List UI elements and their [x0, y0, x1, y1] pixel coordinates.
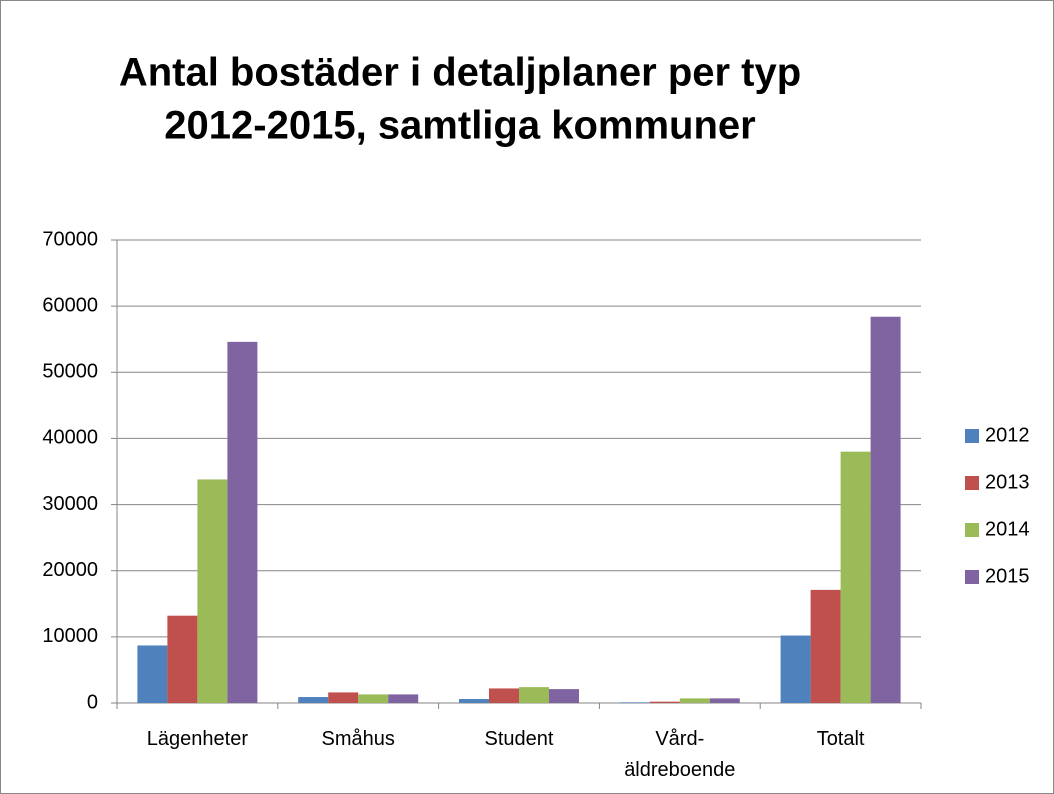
- bar: [388, 694, 419, 703]
- bar: [489, 688, 519, 703]
- bar: [709, 698, 740, 703]
- legend-swatch: [965, 429, 979, 443]
- bar: [137, 645, 168, 703]
- y-tick-label: 60000: [42, 294, 98, 316]
- bar: [649, 701, 680, 703]
- bar: [328, 692, 359, 703]
- chart-title: Antal bostäder i detaljplaner per typ: [119, 51, 801, 95]
- bar: [619, 702, 650, 703]
- bar: [549, 689, 579, 703]
- bar: [459, 699, 489, 703]
- y-tick-label: 10000: [42, 625, 98, 647]
- chart-title: 2012-2015, samtliga kommuner: [164, 104, 755, 148]
- bar: [840, 451, 871, 703]
- x-tick-label: Student: [485, 728, 554, 750]
- y-tick-label: 30000: [42, 493, 98, 515]
- bar: [298, 697, 329, 703]
- y-tick-label: 70000: [42, 228, 98, 250]
- bar: [167, 615, 198, 703]
- x-tick-label: Lägenheter: [147, 728, 249, 750]
- y-tick-label: 50000: [42, 361, 98, 383]
- legend-swatch: [965, 570, 979, 584]
- bar: [870, 316, 901, 703]
- x-tick-label: Småhus: [322, 728, 395, 750]
- y-tick-label: 0: [87, 691, 98, 713]
- y-tick-label: 20000: [42, 559, 98, 581]
- legend-label: 2014: [985, 518, 1030, 540]
- legend-label: 2013: [985, 471, 1030, 493]
- bar: [780, 635, 811, 703]
- bar: [358, 694, 389, 703]
- bar: [519, 687, 549, 703]
- bar: [810, 589, 841, 703]
- x-tick-label: Totalt: [817, 728, 865, 750]
- legend-label: 2012: [985, 424, 1030, 446]
- legend-label: 2015: [985, 565, 1030, 587]
- legend-swatch: [965, 476, 979, 490]
- legend-swatch: [965, 523, 979, 537]
- bar: [679, 698, 710, 703]
- bar: [227, 341, 258, 703]
- x-tick-label: Vård-äldreboende: [624, 728, 735, 781]
- y-tick-label: 40000: [42, 427, 98, 449]
- bar: [197, 479, 228, 703]
